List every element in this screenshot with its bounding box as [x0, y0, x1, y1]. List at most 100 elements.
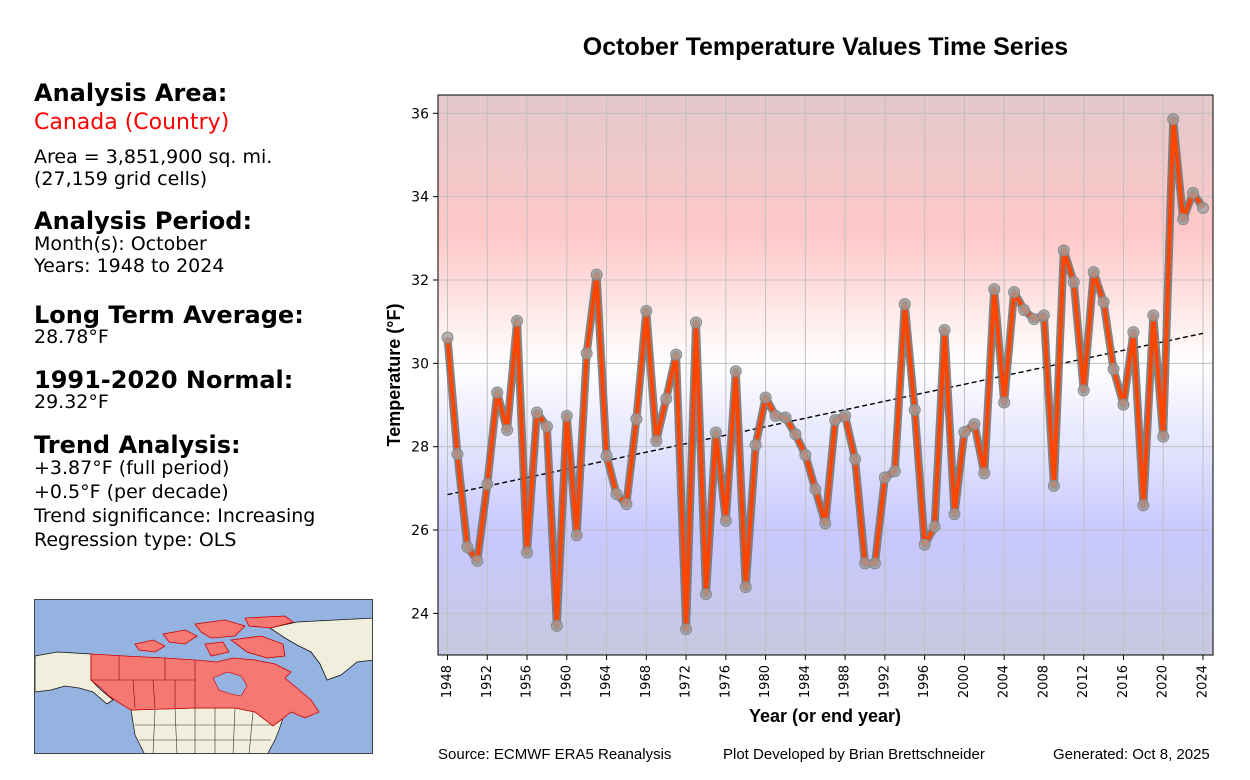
x-tick-label: 2020	[1156, 665, 1171, 698]
footer-source: Source: ECMWF ERA5 Reanalysis	[438, 746, 672, 763]
data-point	[978, 467, 991, 480]
data-point	[958, 426, 971, 439]
map-province-lines	[91, 656, 196, 709]
x-tick-label: 1992	[877, 665, 892, 698]
data-point	[640, 304, 653, 317]
map-greenland	[268, 617, 372, 681]
data-point	[918, 538, 931, 551]
data-point	[1137, 499, 1150, 512]
data-point	[1167, 113, 1180, 126]
data-point	[888, 465, 901, 478]
data-point	[998, 396, 1011, 409]
data-point	[1008, 286, 1021, 299]
data-point	[759, 391, 772, 404]
y-tick-label: 28	[411, 440, 429, 456]
data-point	[690, 316, 703, 329]
area-size: Area = 3,851,900 sq. mi.	[34, 146, 273, 168]
data-point	[729, 365, 742, 378]
x-axis-label: Year (or end year)	[749, 706, 901, 726]
data-point	[600, 449, 613, 462]
data-point	[451, 448, 464, 461]
data-point	[491, 386, 504, 399]
location-map	[34, 599, 373, 754]
data-point	[1018, 304, 1031, 317]
analysis-area-heading: Analysis Area:	[34, 79, 228, 107]
data-point	[481, 478, 494, 491]
data-point	[530, 406, 543, 419]
trend-significance: Trend significance: Increasing	[34, 505, 316, 527]
data-point	[799, 449, 812, 462]
data-point	[859, 557, 872, 570]
long-term-average-value: 28.78°F	[34, 326, 109, 348]
chart-title: October Temperature Values Time Series	[582, 33, 1069, 61]
x-tick-label: 1996	[917, 665, 932, 698]
x-tick-label: 1976	[718, 665, 733, 698]
data-point	[660, 392, 673, 405]
trend-analysis-heading: Trend Analysis:	[34, 431, 241, 459]
x-tick-label: 2004	[997, 665, 1012, 698]
data-point	[908, 404, 921, 417]
data-point	[680, 623, 693, 636]
analysis-period-heading: Analysis Period:	[34, 207, 253, 235]
x-tick-label: 1972	[679, 665, 694, 698]
data-point	[928, 520, 941, 533]
data-point	[630, 413, 643, 426]
data-point	[868, 557, 881, 570]
y-axis-label: Temperature (°F)	[384, 304, 404, 447]
data-point	[719, 514, 732, 527]
data-point	[1087, 266, 1100, 279]
data-markers	[441, 113, 1209, 636]
data-point	[1028, 313, 1041, 326]
data-point	[1117, 398, 1130, 411]
y-axis-ticks: 24 26 28 30 32 34 36	[411, 106, 438, 622]
map-hudson-bay	[212, 671, 248, 697]
data-point	[1067, 276, 1080, 289]
x-tick-label: 1964	[599, 665, 614, 698]
data-point	[540, 420, 553, 433]
data-point	[511, 314, 524, 327]
trend-per-decade: +0.5°F (per decade)	[34, 481, 229, 503]
x-tick-label: 2000	[957, 665, 972, 698]
x-tick-label: 1960	[559, 665, 574, 698]
data-point	[501, 424, 514, 437]
data-point	[948, 508, 961, 521]
data-point	[1077, 384, 1090, 397]
y-tick-label: 24	[411, 606, 429, 622]
data-point	[988, 283, 1001, 296]
x-tick-label: 2008	[1036, 665, 1051, 698]
x-tick-label: 2016	[1116, 665, 1131, 698]
data-point	[620, 498, 633, 511]
y-tick-label: 34	[411, 190, 429, 206]
data-point	[779, 411, 792, 424]
grid-cells: (27,159 grid cells)	[34, 168, 208, 190]
data-point	[1047, 479, 1060, 492]
data-point	[471, 554, 484, 567]
map-arctic-islands	[134, 615, 294, 659]
data-point	[580, 347, 593, 360]
analysis-years: Years: 1948 to 2024	[34, 255, 225, 277]
x-tick-label: 1952	[480, 665, 495, 698]
data-point	[461, 541, 474, 554]
data-point	[590, 268, 603, 281]
data-point	[610, 488, 623, 501]
data-point	[441, 331, 454, 344]
data-point	[1057, 244, 1070, 257]
normal-value: 29.32°F	[34, 391, 109, 413]
plot-frame	[437, 94, 1214, 656]
data-point	[809, 483, 822, 496]
data-point	[749, 439, 762, 452]
x-tick-label: 1968	[639, 665, 654, 698]
data-point	[769, 409, 782, 422]
footer-generated: Generated: Oct 8, 2025	[1053, 746, 1210, 763]
data-point	[709, 426, 722, 439]
data-point	[1037, 309, 1050, 322]
data-point	[570, 529, 583, 542]
long-term-average-heading: Long Term Average:	[34, 301, 304, 329]
data-point	[1147, 309, 1160, 322]
footer-credit: Plot Developed by Brian Brettschneider	[723, 746, 985, 763]
data-point	[1097, 296, 1110, 309]
data-point	[1177, 213, 1190, 226]
x-tick-label: 1948	[440, 665, 455, 698]
trend-full-period: +3.87°F (full period)	[34, 457, 230, 479]
